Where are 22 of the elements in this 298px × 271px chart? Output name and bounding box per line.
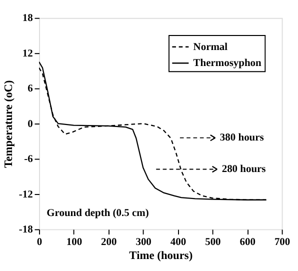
x-axis-title: Time (hours): [129, 250, 193, 262]
x-tick-label: 300: [136, 236, 152, 248]
x-tick-label: 400: [170, 236, 186, 248]
y-axis-title: Temperature (oC): [3, 80, 16, 168]
x-tick-label: 200: [101, 236, 117, 248]
x-tick-label: 600: [240, 236, 256, 248]
legend-label: Normal: [193, 42, 228, 53]
annotation: 380 hours: [220, 132, 264, 144]
y-tick-label: 12: [22, 48, 33, 60]
x-tick-label: 700: [274, 236, 290, 248]
y-tick-label: 0: [28, 118, 33, 130]
y-tick-label: 6: [28, 84, 33, 95]
y-tick-label: -18: [18, 224, 33, 236]
y-tick-label: 18: [22, 13, 33, 24]
x-tick-label: 500: [205, 236, 221, 248]
y-tick-label: -6: [24, 154, 33, 166]
annotation: 280 hours: [222, 164, 266, 176]
annotation: Ground depth (0.5 cm): [46, 208, 150, 219]
x-tick-label: 100: [66, 236, 82, 248]
legend-label: Thermosyphon: [193, 58, 262, 69]
y-tick-label: -12: [18, 189, 33, 200]
x-tick-label: 0: [36, 236, 42, 248]
